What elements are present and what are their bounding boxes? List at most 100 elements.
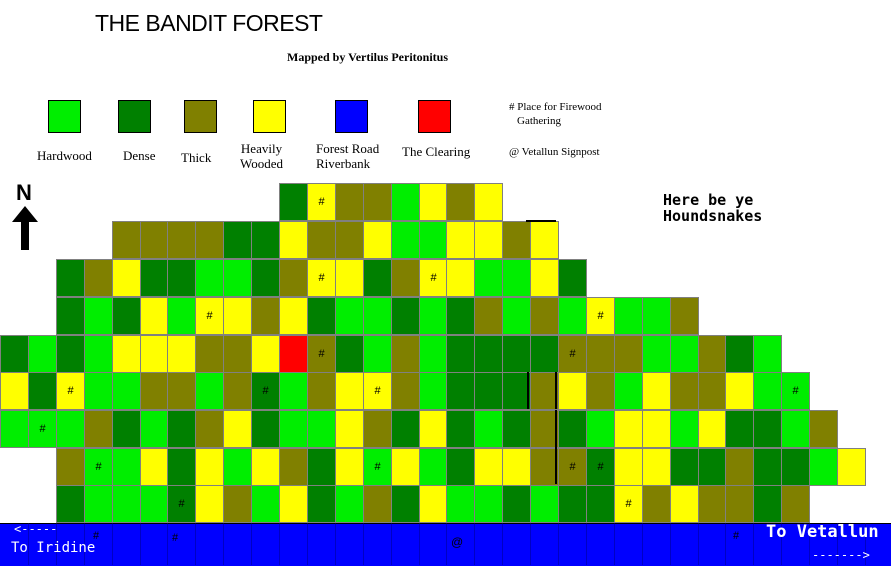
firewood-mark: #: [374, 385, 381, 397]
map-tile-heavily-wooded: [642, 410, 671, 448]
map-tile-thick: [809, 410, 838, 448]
note-firewood: # Place for Firewood Gathering: [509, 100, 602, 128]
map-tile-dense: [586, 485, 615, 523]
map-tile-heavily-wooded: [642, 372, 671, 410]
map-tile-heavily-wooded: [837, 448, 866, 486]
map-tile-dense: #: [251, 372, 280, 410]
map-tile-heavily-wooded: [279, 485, 308, 523]
map-tile-hardwood: #: [28, 410, 57, 448]
map-tile-thick: [586, 372, 615, 410]
map-tile-thick: [195, 335, 224, 373]
map-tile-hardwood: [753, 372, 782, 410]
map-tile-hardwood: [28, 335, 57, 373]
map-tile-thick: [698, 335, 727, 373]
road-firewood-mark-1: #: [93, 530, 100, 542]
map-tile-dense: [56, 485, 85, 523]
map-tile-hardwood: [84, 485, 113, 523]
map-tile-thick: [781, 485, 810, 523]
map-tile-dense: [0, 335, 29, 373]
map-tile-hardwood: [502, 297, 531, 335]
map-tile-dense: [558, 410, 587, 448]
legend-label-forest-road: Forest Road Riverbank: [316, 141, 379, 171]
map-tile-heavily-wooded: #: [56, 372, 85, 410]
map-tile-hardwood: [670, 410, 699, 448]
map-tile-heavily-wooded: [195, 485, 224, 523]
map-tile-heavily-wooded: [474, 183, 503, 221]
map-tile-hardwood: [419, 372, 448, 410]
map-tile-heavily-wooded: [251, 335, 280, 373]
map-tile-heavily-wooded: #: [307, 259, 336, 297]
map-tile-dense: [530, 335, 559, 373]
map-tile-heavily-wooded: [195, 448, 224, 486]
map-tile-thick: [195, 410, 224, 448]
map-tile-dense: [223, 221, 252, 259]
road-divider: [502, 523, 503, 565]
north-arrow-icon: [12, 206, 38, 250]
map-tile-thick: [56, 448, 85, 486]
to-iridine-arrow: <-----: [14, 522, 58, 536]
road-divider: [112, 523, 113, 565]
map-tile-dense: [112, 410, 141, 448]
map-tile-dense: [391, 485, 420, 523]
map-title: THE BANDIT FOREST: [95, 10, 323, 36]
map-tile-hardwood: [307, 410, 336, 448]
map-tile-heavily-wooded: [335, 372, 364, 410]
map-tile-hardwood: [279, 410, 308, 448]
map-tile-hardwood: [474, 410, 503, 448]
map-tile-hardwood: [363, 297, 392, 335]
map-tile-thick: [391, 335, 420, 373]
map-tile-heavily-wooded: [419, 410, 448, 448]
map-tile-dense: [474, 335, 503, 373]
firewood-mark: #: [792, 385, 799, 397]
compass-north-label: N: [16, 180, 32, 205]
map-tile-dense: [56, 259, 85, 297]
map-tile-thick: [84, 410, 113, 448]
legend-swatch-forest-road: [335, 100, 368, 133]
map-tile-dense: #: [586, 448, 615, 486]
map-tile-thick: [530, 372, 559, 410]
map-tile-thick: [223, 335, 252, 373]
map-tile-dense: [502, 410, 531, 448]
map-tile-thick: [670, 297, 699, 335]
map-tile-hardwood: [530, 485, 559, 523]
map-tile-dense: [56, 297, 85, 335]
map-tile-hardwood: [614, 372, 643, 410]
road-divider: [363, 523, 364, 565]
map-tile-hardwood: [112, 448, 141, 486]
map-tile-thick: [307, 372, 336, 410]
map-tile-hardwood: #: [781, 372, 810, 410]
legend-swatch-clearing: [418, 100, 451, 133]
map-tile-thick: [140, 221, 169, 259]
road-divider: [698, 523, 699, 565]
map-tile-dense: [558, 485, 587, 523]
road-divider: [84, 523, 85, 565]
legend-label-thick: Thick: [181, 150, 212, 165]
map-tile-dense: [670, 448, 699, 486]
map-tile-heavily-wooded: [140, 335, 169, 373]
map-tile-thick: [167, 221, 196, 259]
map-tile-dense: [28, 372, 57, 410]
map-tile-hardwood: [84, 335, 113, 373]
wall-segment-3: [555, 410, 557, 484]
map-tile-thick: [363, 410, 392, 448]
road-divider: [279, 523, 280, 565]
map-tile-dense: [251, 259, 280, 297]
road-divider: [642, 523, 643, 565]
houndsnakes-line2: Houndsnakes: [663, 207, 763, 225]
map-tile-dense: [307, 448, 336, 486]
map-tile-thick: [502, 221, 531, 259]
map-tile-heavily-wooded: [446, 221, 475, 259]
road-firewood-mark-2: #: [172, 532, 179, 544]
map-tile-thick: [251, 297, 280, 335]
map-tile-hardwood: [586, 410, 615, 448]
road-divider: [670, 523, 671, 565]
map-tile-thick: [223, 485, 252, 523]
road-divider: [251, 523, 252, 565]
map-tile-hardwood: [391, 221, 420, 259]
map-tile-dense: [112, 297, 141, 335]
map-tile-thick: [223, 372, 252, 410]
map-tile-dense: [446, 335, 475, 373]
map-tile-thick: [363, 183, 392, 221]
map-subtitle: Mapped by Vertilus Peritonitus: [287, 50, 449, 64]
